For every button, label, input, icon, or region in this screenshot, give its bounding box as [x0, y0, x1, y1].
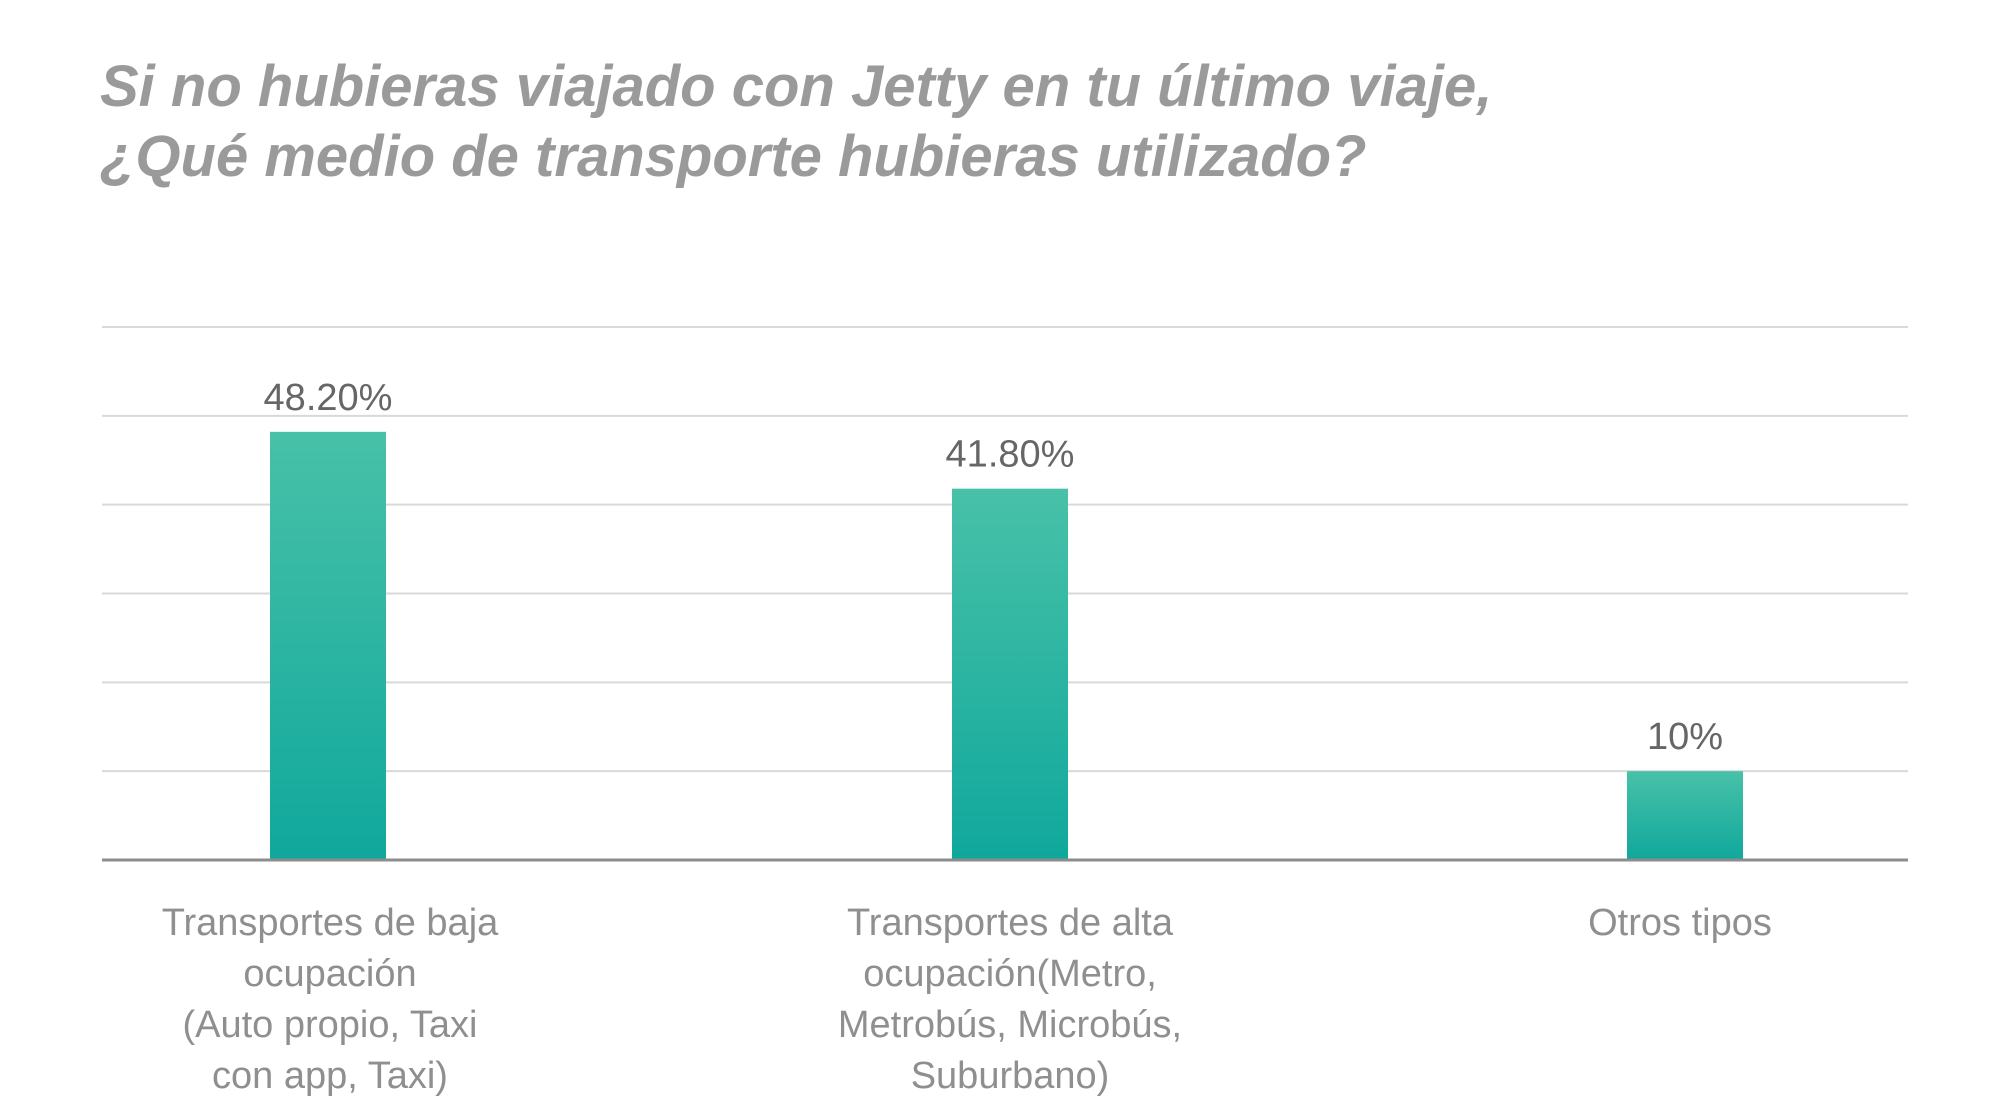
data-label-2: 41.80% — [946, 434, 1075, 476]
category-label-high-occupancy: Transportes de alta ocupación(Metro, Met… — [750, 898, 1270, 1102]
category-label-line: Metrobús, Microbús, — [750, 1000, 1270, 1051]
bar-3 — [1627, 771, 1743, 860]
category-label-line: con app, Taxi) — [70, 1051, 590, 1102]
category-label-other: Otros tipos — [1420, 898, 1940, 949]
data-label-3: 10% — [1647, 716, 1723, 758]
category-label-line: ocupación — [70, 949, 590, 1000]
bar-2 — [952, 489, 1068, 860]
category-label-line: Otros tipos — [1420, 898, 1940, 949]
category-label-low-occupancy: Transportes de baja ocupación (Auto prop… — [70, 898, 590, 1102]
category-label-line: (Auto propio, Taxi — [70, 1000, 590, 1051]
category-label-line: Suburbano) — [750, 1051, 1270, 1102]
bars — [270, 432, 1743, 860]
category-label-line: Transportes de alta — [750, 898, 1270, 949]
category-label-line: ocupación(Metro, — [750, 949, 1270, 1000]
category-label-line: Transportes de baja — [70, 898, 590, 949]
bar-1 — [270, 432, 386, 860]
data-label-1: 48.20% — [264, 377, 393, 419]
